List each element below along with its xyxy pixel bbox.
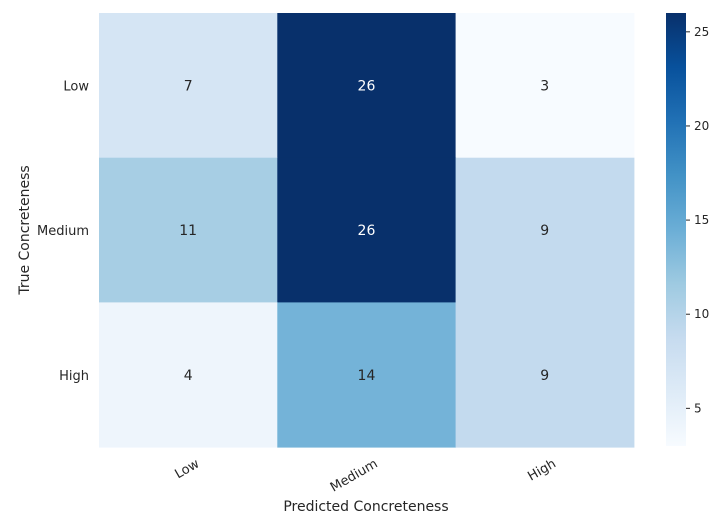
y-tick-label: Medium	[37, 224, 89, 239]
heatmap-cells	[99, 13, 635, 448]
colorbar-tick-label: 15	[694, 213, 709, 227]
y-tick-label: Low	[63, 79, 89, 94]
x-tick-label: Medium	[328, 456, 381, 495]
heatmap-cell	[99, 157, 278, 303]
y-tick-label: High	[59, 369, 89, 384]
cell-value-label: 4	[184, 368, 193, 384]
cell-value-label: 9	[540, 223, 549, 239]
cell-value-label: 7	[184, 78, 193, 94]
x-tick-label: Low	[172, 456, 202, 482]
heatmap-cell	[99, 13, 278, 159]
cell-value-label: 14	[358, 368, 376, 384]
cell-annotations: 7 26 3 11 26 9 4 14 9	[179, 78, 549, 383]
heatmap-cell	[455, 157, 635, 303]
x-axis-title: Predicted Concreteness	[283, 499, 448, 515]
cell-value-label: 26	[358, 78, 376, 94]
heatmap-cell	[455, 13, 635, 159]
colorbar-tick-label: 20	[694, 119, 709, 133]
cell-value-label: 26	[358, 223, 376, 239]
heatmap-cell	[277, 302, 457, 448]
cell-value-label: 9	[540, 368, 549, 384]
cell-value-label: 3	[540, 78, 549, 94]
heatmap-cell	[455, 302, 635, 448]
heatmap-cell	[277, 13, 457, 159]
y-axis-title: True Concreteness	[17, 165, 33, 295]
colorbar-tick-label: 25	[694, 25, 709, 39]
cell-value-label: 11	[179, 223, 197, 239]
colorbar-gradient	[666, 13, 686, 446]
colorbar-ticks: 5 10 15 20 25	[686, 25, 709, 415]
x-tick-labels: Low Medium High	[172, 456, 558, 495]
heatmap-cell	[99, 302, 278, 448]
colorbar: 5 10 15 20 25	[666, 13, 709, 446]
colorbar-tick-label: 10	[694, 307, 709, 321]
colorbar-tick-label: 5	[694, 401, 702, 415]
y-tick-labels: Low Medium High	[37, 79, 89, 383]
x-tick-label: High	[525, 456, 558, 484]
heatmap-cell	[277, 157, 457, 303]
